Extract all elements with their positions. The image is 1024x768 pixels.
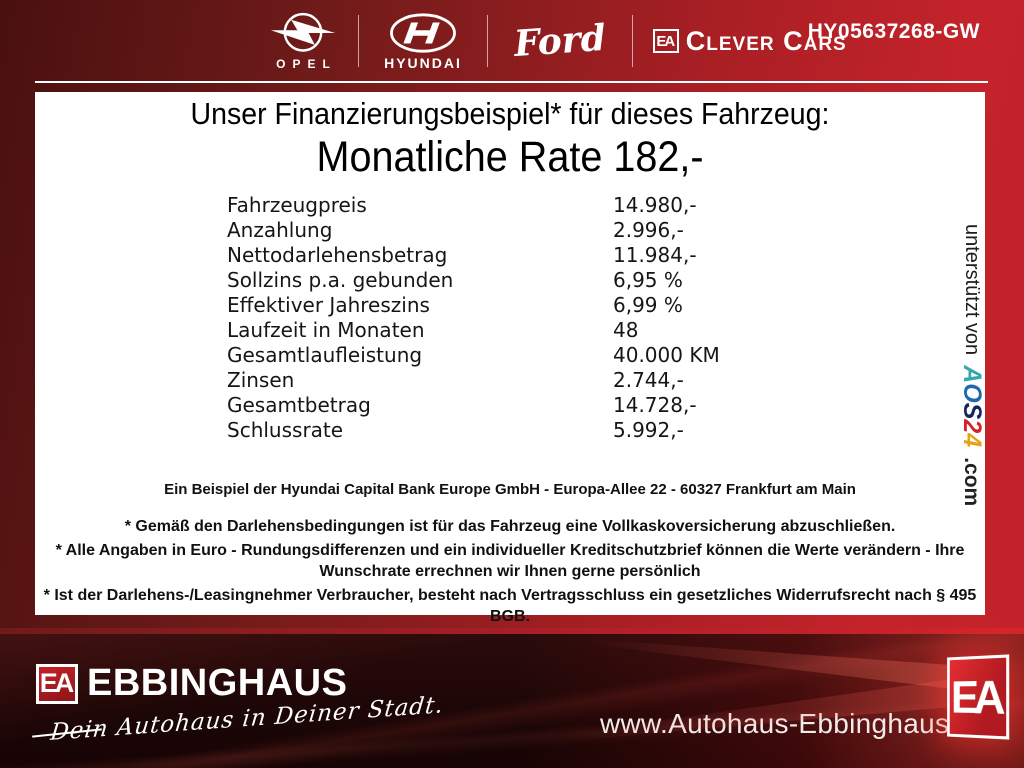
finance-row: Sollzins p.a. gebunden 6,95 % — [227, 268, 720, 293]
finance-row: Gesamtbetrag 14.728,- — [227, 393, 720, 418]
finance-table: Fahrzeugpreis 14.980,- Anzahlung 2.996,- N… — [227, 193, 720, 443]
finance-row-label: Laufzeit in Monaten — [227, 318, 425, 342]
ea-monogram-small: EA — [652, 29, 679, 53]
supported-by-label: unterstützt von AOS24 .com — [957, 224, 986, 506]
footer: EA EBBINGHAUS Dein Autohaus in Deiner St… — [0, 632, 1024, 768]
finance-row: Laufzeit in Monaten 48 — [227, 318, 720, 343]
finance-row-value: 5.992,- — [613, 418, 684, 442]
hyundai-logo: HYUNDAI — [379, 12, 467, 71]
header-separator — [358, 15, 359, 67]
finance-row-value: 40.000 KM — [613, 343, 720, 367]
finance-row-label: Fahrzeugpreis — [227, 193, 367, 217]
clever-cars-logo: EA Clever Cars — [652, 25, 847, 57]
footer-accent-line — [0, 628, 1024, 634]
finance-row-label: Schlussrate — [227, 418, 344, 442]
aos24-domain: .com — [960, 457, 984, 507]
ford-logo: Ford — [508, 17, 612, 65]
finance-row-value: 6,99 % — [613, 293, 683, 317]
finance-row-label: Effektiver Jahreszins — [227, 293, 430, 317]
dealer-logo: EA EBBINGHAUS — [36, 662, 347, 705]
finance-row-label: Nettodarlehensbetrag — [227, 243, 448, 267]
finance-row-value: 48 — [613, 318, 639, 342]
finance-row: Gesamtlaufleistung 40.000 KM — [227, 343, 720, 368]
finance-row-label: Anzahlung — [227, 218, 333, 242]
finance-row-value: 2.744,- — [613, 368, 684, 392]
finance-row: Nettodarlehensbetrag 11.984,- — [227, 243, 720, 268]
hyundai-h-icon — [390, 12, 456, 53]
finance-row-label: Zinsen — [227, 368, 295, 392]
finance-row-label: Gesamtlaufleistung — [227, 343, 423, 367]
finance-row-value: 2.996,- — [613, 218, 684, 242]
opel-blitz-icon — [270, 12, 336, 52]
ea-monogram-3d: EA — [947, 654, 1010, 740]
bank-note: Ein Beispiel der Hyundai Capital Bank Eu… — [164, 481, 856, 498]
supported-by-text: unterstützt von — [961, 224, 983, 356]
finance-row-label: Gesamtbetrag — [227, 393, 371, 417]
finance-row: Zinsen 2.744,- — [227, 368, 720, 393]
finance-row: Anzahlung 2.996,- — [227, 218, 720, 243]
finance-row-value: 6,95 % — [613, 268, 683, 292]
header-separator — [487, 15, 488, 67]
aos24-logo: AOS24 — [958, 365, 986, 448]
ford-wordmark: Ford — [512, 16, 608, 66]
finance-row: Fahrzeugpreis 14.980,- — [227, 193, 720, 218]
opel-logo: OPEL — [268, 11, 338, 71]
opel-wordmark: OPEL — [276, 57, 337, 71]
header-divider — [35, 81, 988, 83]
finance-title: Unser Finanzierungsbeispiel* für dieses … — [190, 96, 830, 131]
dealer-slogan: Dein Autohaus in Deiner Stadt. — [32, 692, 445, 746]
clever-cars-wordmark: Clever Cars — [685, 25, 847, 56]
monthly-rate: Monatliche Rate 182,- — [316, 133, 704, 181]
website-link[interactable]: www.Autohaus-Ebbinghaus.de — [600, 708, 990, 739]
light-ray — [490, 632, 960, 690]
disclaimer-line: * Ist der Darlehens-/Leasingnehmer Verbr… — [43, 587, 977, 625]
dealer-name: EBBINGHAUS — [87, 662, 348, 704]
disclaimer-line: * Gemäß den Darlehensbedingungen ist für… — [124, 518, 896, 535]
finance-row: Schlussrate 5.992,- — [227, 418, 720, 443]
finance-panel: Unser Finanzierungsbeispiel* für dieses … — [35, 92, 985, 625]
ea-monogram: EA — [36, 663, 78, 704]
finance-row-value: 11.984,- — [613, 243, 697, 267]
finance-row-value: 14.980,- — [613, 193, 697, 217]
disclaimer-line: * Alle Angaben in Euro - Rundungsdiffere… — [55, 542, 965, 580]
vehicle-id: HY05637268-GW — [807, 20, 980, 43]
finance-row-value: 14.728,- — [613, 393, 697, 417]
finance-row-label: Sollzins p.a. gebunden — [227, 268, 454, 292]
disclaimers: * Gemäß den Darlehensbedingungen ist für… — [35, 516, 985, 630]
brand-logos: OPEL HYUNDAI Ford EA Clever Cars — [268, 10, 847, 72]
header-separator — [631, 15, 633, 67]
hyundai-wordmark: HYUNDAI — [384, 54, 462, 71]
ea-spotlight-logo: EA — [440, 632, 1024, 768]
finance-row: Effektiver Jahreszins 6,99 % — [227, 293, 720, 318]
